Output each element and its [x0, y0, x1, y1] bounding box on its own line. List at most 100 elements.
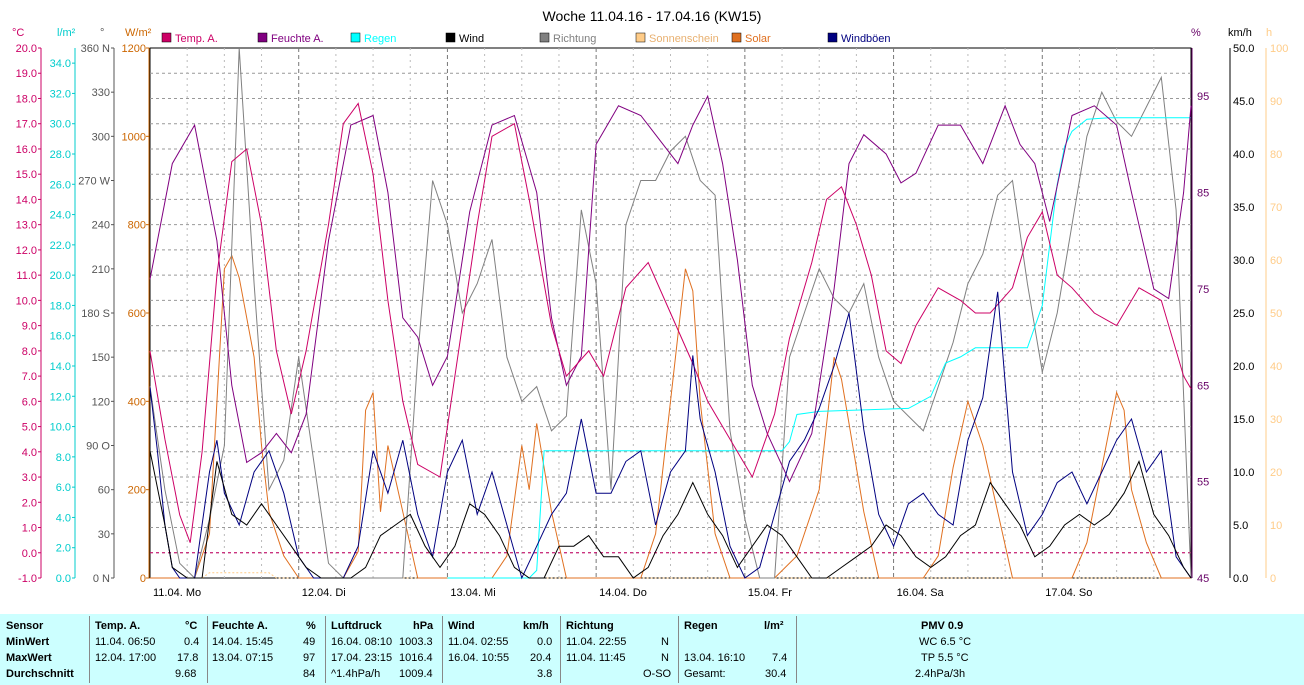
x-day-label: 13.04. Mi: [450, 587, 495, 599]
wind-tick-label: 50.0: [1233, 43, 1254, 55]
stats-rain-total-label: Gesamt:: [684, 668, 726, 680]
stats-max-dir-value: N: [661, 652, 669, 664]
temp-tick-label: 11.0: [16, 270, 37, 282]
humidity-tick-label: 55: [1197, 477, 1209, 489]
direction-tick-label: 270 W: [78, 176, 110, 188]
legend: Temp. A. Feuchte A. Regen Wind Richtung Sonne…: [161, 32, 891, 45]
stats-avg-press-value: 1009.4: [399, 668, 433, 680]
sunshine-tick-label: 50: [1270, 308, 1282, 320]
legend-label: Wind: [459, 33, 484, 45]
humidity-tick-label: 65: [1197, 380, 1209, 392]
rain-tick-label: 26.0: [50, 179, 71, 191]
direction-unit-label: °: [100, 27, 104, 39]
direction-tick-label: 60: [98, 485, 110, 497]
legend-swatch: [635, 32, 646, 43]
x-day-label: 17.04. So: [1045, 587, 1092, 599]
direction-tick-label: 210: [92, 264, 110, 276]
x-day-label: 15.04. Fr: [748, 587, 792, 599]
stats-min-wind-value: 0.0: [537, 636, 553, 648]
temp-tick-label: 18.0: [16, 93, 37, 105]
sunshine-tick-label: 90: [1270, 96, 1282, 108]
direction-tick-label: 0 N: [93, 573, 110, 585]
rain-tick-label: 6.0: [56, 482, 71, 494]
sunshine-tick-label: 100: [1270, 43, 1288, 55]
solar-tick-label: 1000: [122, 131, 146, 143]
rain-tick-label: 10.0: [50, 422, 71, 434]
humidity-tick-label: 45: [1197, 573, 1209, 585]
sunshine-tick-label: 10: [1270, 520, 1282, 532]
direction-tick-label: 300: [92, 131, 110, 143]
legend-label: Solar: [745, 33, 771, 45]
stats-dew-point: TP 5.5 °C: [921, 652, 969, 664]
legend-label: Feuchte A.: [271, 33, 324, 45]
sunshine-unit-label: h: [1266, 27, 1272, 39]
stats-max-label: MaxWert: [6, 652, 52, 664]
direction-tick-label: 30: [98, 529, 110, 541]
humidity-unit-label: %: [1191, 27, 1201, 39]
stats-min-temp-value: 0.4: [184, 636, 200, 648]
temp-tick-label: 16.0: [16, 144, 37, 156]
solar-tick-label: 400: [128, 396, 146, 408]
wind-tick-label: 10.0: [1233, 467, 1254, 479]
sunshine-tick-label: 80: [1270, 149, 1282, 161]
stats-temp-header: Temp. A.: [95, 620, 141, 632]
temp-tick-label: 13.0: [16, 220, 37, 232]
stats-separator: [678, 616, 679, 683]
temp-tick-label: 5.0: [22, 422, 37, 434]
wind-unit-label: km/h: [1228, 27, 1252, 39]
stats-sensor-header: Sensor: [6, 620, 44, 632]
temp-tick-label: 1.0: [22, 523, 37, 535]
stats-max-press-value: 1016.4: [399, 652, 433, 664]
series-windböen: [149, 291, 1192, 580]
direction-tick-label: 90 O: [86, 441, 110, 453]
legend-swatch: [731, 32, 742, 43]
stats-max-press-time: 17.04. 23:15: [331, 652, 393, 664]
rain-tick-label: 24.0: [50, 210, 71, 222]
rain-tick-label: 2.0: [56, 543, 71, 555]
x-day-label: 12.04. Di: [302, 587, 346, 599]
stats-max-rain-time: 13.04. 16:10: [684, 652, 746, 664]
stats-wind-chill: WC 6.5 °C: [919, 636, 972, 648]
stats-min-hum-value: 49: [303, 636, 316, 648]
wind-tick-label: 15.0: [1233, 414, 1254, 426]
stats-separator: [560, 616, 561, 683]
rain-tick-label: 34.0: [50, 58, 71, 70]
humidity-tick-label: 75: [1197, 284, 1209, 296]
legend-swatch: [445, 32, 456, 43]
temp-tick-label: 9.0: [22, 321, 37, 333]
series-temp-a-: [149, 102, 1192, 543]
legend-swatch: [539, 32, 550, 43]
stats-avg-hum-value: 84: [303, 668, 316, 680]
legend-label: Windböen: [841, 33, 891, 45]
stats-min-dir-time: 11.04. 22:55: [566, 636, 627, 648]
plot-area: [149, 47, 1192, 580]
temp-tick-label: 0.0: [22, 548, 37, 560]
temp-tick-label: 6.0: [22, 396, 37, 408]
chart-title: Woche 11.04.16 - 17.04.16 (KW15): [543, 8, 762, 24]
statistics-panel: Sensor Temp. A. °C Feuchte A. % Luftdruc…: [0, 614, 1304, 685]
rain-tick-label: 32.0: [50, 88, 71, 100]
solar-tick-label: 200: [128, 485, 146, 497]
solar-tick-label: 0: [140, 573, 146, 585]
sunshine-tick-label: 40: [1270, 361, 1282, 373]
sunshine-tick-label: 0: [1270, 573, 1276, 585]
wind-tick-label: 35.0: [1233, 202, 1254, 214]
stats-max-wind-value: 20.4: [530, 652, 552, 664]
stats-separator: [207, 616, 208, 683]
stats-pmv-header: PMV 0.9: [921, 620, 964, 632]
wind-tick-label: 40.0: [1233, 149, 1254, 161]
rain-tick-label: 28.0: [50, 149, 71, 161]
stats-press-header: Luftdruck: [331, 620, 382, 632]
legend-label: Sonnenschein: [649, 33, 719, 45]
wind-tick-label: 30.0: [1233, 255, 1254, 267]
wind-tick-label: 45.0: [1233, 96, 1254, 108]
humidity-tick-label: 85: [1197, 188, 1209, 200]
stats-max-temp-time: 12.04. 17:00: [95, 652, 157, 664]
temp-tick-label: 7.0: [22, 371, 37, 383]
rain-tick-label: 12.0: [50, 391, 71, 403]
temp-tick-label: 17.0: [16, 119, 37, 131]
stats-separator: [325, 616, 326, 683]
solar-tick-label: 600: [128, 308, 146, 320]
stats-min-press-time: 16.04. 08:10: [331, 636, 393, 648]
temp-tick-label: 19.0: [16, 68, 37, 80]
